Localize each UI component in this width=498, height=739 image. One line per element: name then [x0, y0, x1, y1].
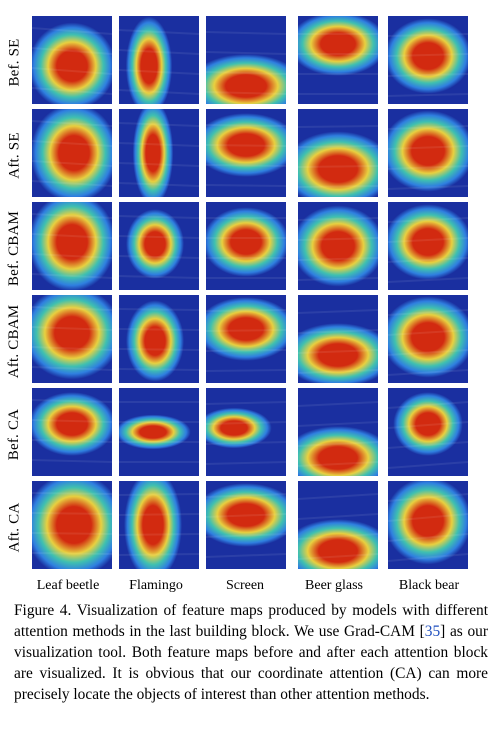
heatmap-r2-c2	[119, 109, 199, 197]
heatmap-r2-c4	[298, 109, 378, 197]
heatmap-r5-c5	[388, 388, 468, 476]
row-label-aft-cbam: Aft. CBAM	[6, 304, 23, 378]
heatmap-r3-c2	[119, 202, 199, 290]
heatmap-r1-c4	[298, 16, 378, 104]
heatmap-r3-c3	[206, 202, 286, 290]
col-label-screen: Screen	[225, 578, 265, 593]
heatmap-r5-c2	[119, 388, 199, 476]
heatmap-r4-c1	[32, 295, 112, 383]
heatmap-r4-c4	[298, 295, 378, 383]
col-label-flamingo: Flamingo	[129, 578, 183, 593]
col-label-black-bear: Black bear	[398, 578, 460, 593]
caption-text-start: Figure 4. Visualization of feature maps …	[14, 602, 488, 640]
heatmap-r3-c1	[32, 202, 112, 290]
heatmap-r2-c1	[32, 109, 112, 197]
heatmap-r3-c4	[298, 202, 378, 290]
heatmap-r3-c5	[388, 202, 468, 290]
heatmap-r6-c2	[119, 481, 199, 569]
col-label-leaf-beetle: Leaf beetle	[36, 578, 100, 593]
heatmap-r6-c4	[298, 481, 378, 569]
citation-link[interactable]: 35	[424, 623, 441, 640]
heatmap-r1-c3	[206, 16, 286, 104]
row-label-aft-se: Aft. SE	[6, 131, 23, 179]
heatmap-r6-c1	[32, 481, 112, 569]
col-label-beer-glass: Beer glass	[305, 578, 363, 593]
attention-visualization-figure: Bef. SE Aft. SE Bef. CBAM Aft. CBAM Bef.…	[6, 16, 468, 593]
row-label-bef-cbam: Bef. CBAM	[6, 210, 23, 286]
row-label-bef-ca: Bef. CA	[6, 408, 23, 460]
heatmap-r6-c5	[388, 481, 468, 569]
heatmap-r6-c3	[206, 481, 286, 569]
heatmap-r1-c1	[32, 16, 112, 104]
heatmap-r2-c3	[206, 109, 286, 197]
heatmap-r5-c4	[298, 388, 378, 476]
heatmap-r4-c3	[206, 295, 286, 383]
heatmap-r1-c5	[388, 16, 468, 104]
row-label-aft-ca: Aft. CA	[6, 502, 23, 552]
heatmap-r5-c1	[32, 388, 112, 476]
heatmap-r4-c5	[388, 295, 468, 383]
figure-caption: Figure 4. Visualization of feature maps …	[14, 600, 488, 705]
heatmap-r5-c3	[206, 388, 286, 476]
heatmap-r2-c5	[388, 109, 468, 197]
heatmap-r1-c2	[119, 16, 199, 104]
row-label-bef-se: Bef. SE	[6, 37, 23, 87]
caption-text-end: ] as our visualization tool. Both featur…	[14, 623, 488, 703]
heatmap-r4-c2	[119, 295, 199, 383]
